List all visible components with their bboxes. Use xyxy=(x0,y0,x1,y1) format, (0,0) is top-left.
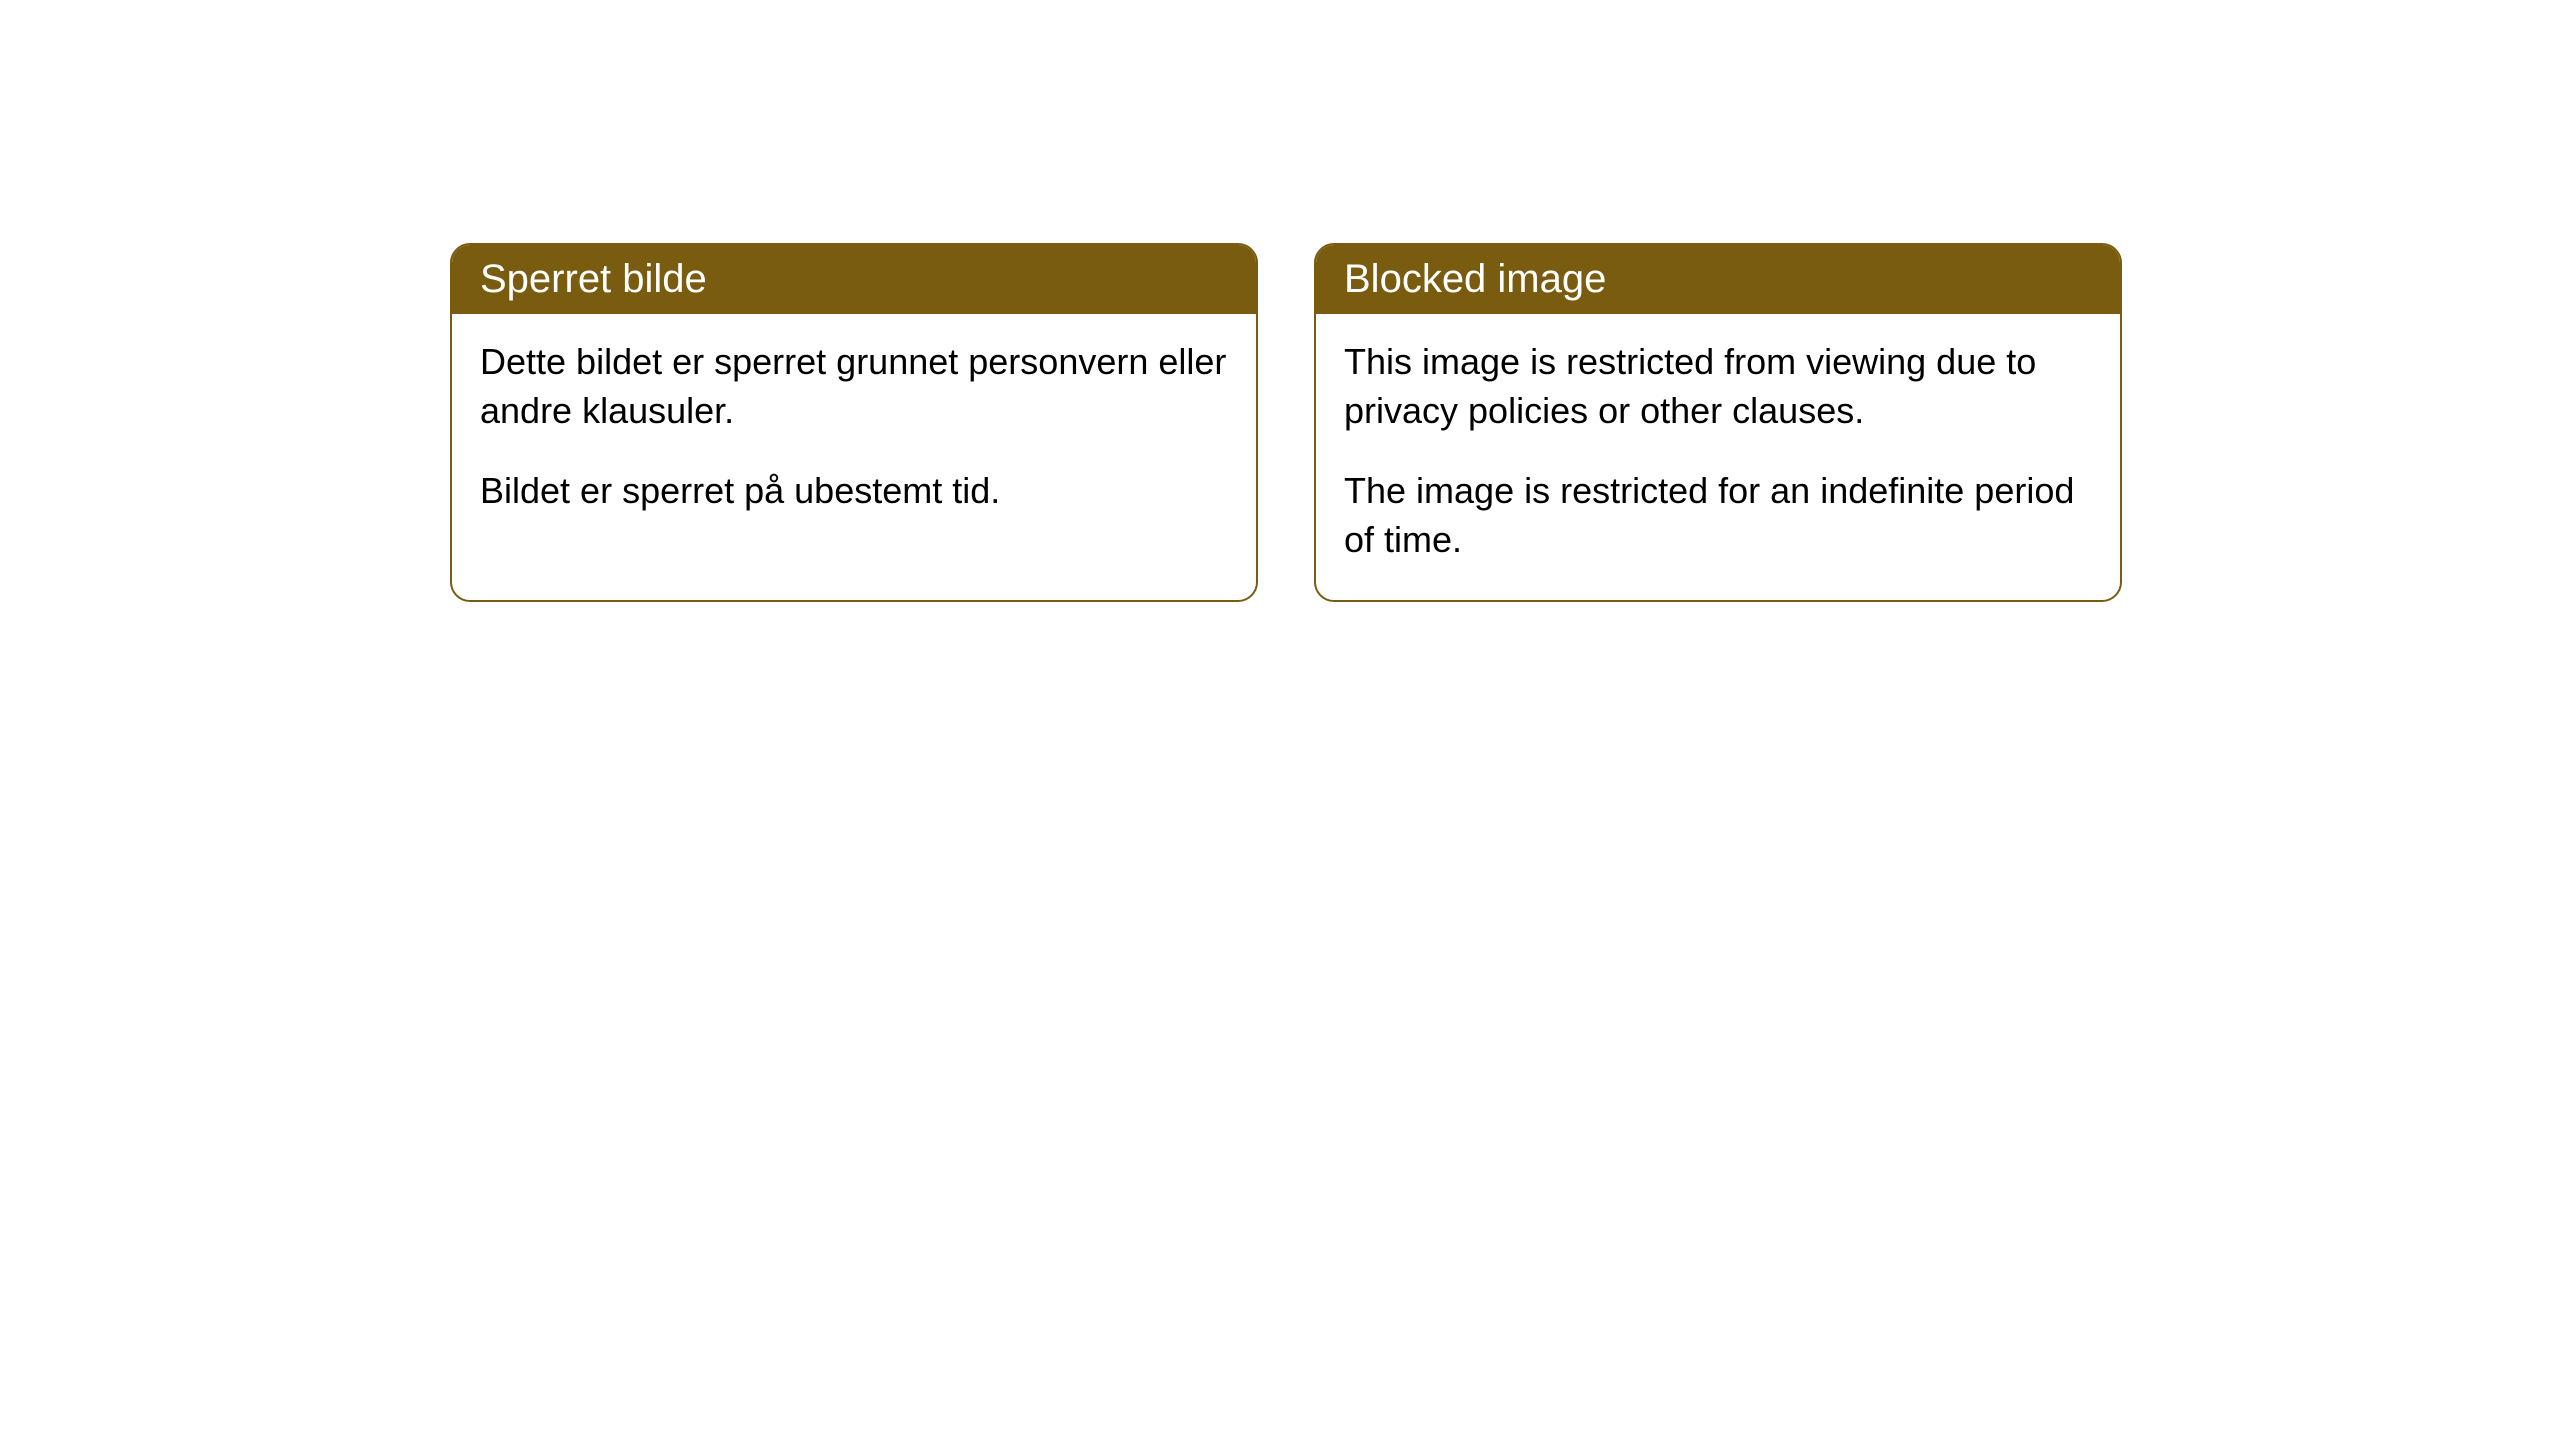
notice-header-english: Blocked image xyxy=(1316,245,2120,314)
notice-paragraph2-english: The image is restricted for an indefinit… xyxy=(1344,467,2092,564)
notice-card-norwegian: Sperret bilde Dette bildet er sperret gr… xyxy=(450,243,1258,602)
notice-card-english: Blocked image This image is restricted f… xyxy=(1314,243,2122,602)
notice-paragraph1-norwegian: Dette bildet er sperret grunnet personve… xyxy=(480,338,1228,435)
notice-title-english: Blocked image xyxy=(1344,257,1606,301)
notice-header-norwegian: Sperret bilde xyxy=(452,245,1256,314)
notice-body-norwegian: Dette bildet er sperret grunnet personve… xyxy=(452,314,1256,552)
notice-title-norwegian: Sperret bilde xyxy=(480,257,707,301)
notice-paragraph2-norwegian: Bildet er sperret på ubestemt tid. xyxy=(480,467,1228,516)
notice-paragraph1-english: This image is restricted from viewing du… xyxy=(1344,338,2092,435)
notice-container: Sperret bilde Dette bildet er sperret gr… xyxy=(0,0,2560,602)
notice-body-english: This image is restricted from viewing du… xyxy=(1316,314,2120,600)
